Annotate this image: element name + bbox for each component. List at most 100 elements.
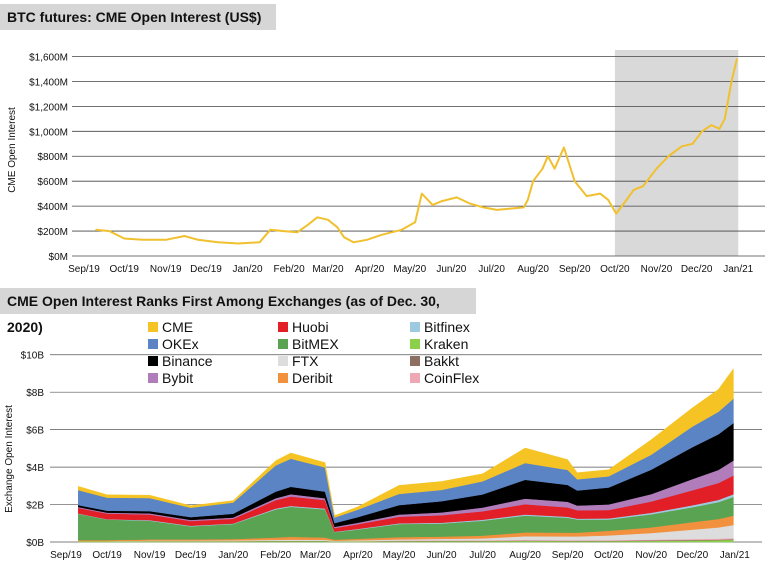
y-tick-label: $4B xyxy=(26,463,44,474)
data-point xyxy=(237,242,239,245)
legend-swatch-binance xyxy=(148,356,158,366)
data-point xyxy=(585,195,588,197)
data-point xyxy=(509,207,512,210)
x-tick-label: Sep/20 xyxy=(552,550,584,561)
x-tick-label: Jun/20 xyxy=(427,550,457,561)
y-tick-label: $1,400M xyxy=(29,77,68,88)
data-point xyxy=(724,118,726,120)
data-point xyxy=(655,167,658,170)
data-point xyxy=(469,202,471,205)
x-tick-label: Jan/20 xyxy=(218,550,248,561)
data-point xyxy=(421,192,423,195)
legend-swatch-coinflex xyxy=(410,373,420,383)
legend-label-deribit: Deribit xyxy=(292,370,333,386)
data-point xyxy=(123,237,126,240)
legend-swatch-bakkt xyxy=(410,356,420,366)
x-tick-label: Mar/20 xyxy=(300,550,332,561)
data-point xyxy=(414,221,416,224)
data-point xyxy=(164,238,167,241)
x-tick-label: Nov/19 xyxy=(150,264,182,275)
legend-label-bybit: Bybit xyxy=(162,370,193,386)
y-tick-label: $10B xyxy=(21,351,45,362)
x-tick-label: Dec/20 xyxy=(681,264,713,275)
data-point xyxy=(615,212,618,215)
data-point xyxy=(642,185,644,187)
legend-swatch-kraken xyxy=(410,339,420,349)
y-tick-label: $6B xyxy=(26,426,44,437)
area-cme xyxy=(78,368,734,518)
legend-label-okex: OKEx xyxy=(162,336,199,352)
data-point xyxy=(482,206,485,209)
x-tick-label: Dec/19 xyxy=(175,550,207,561)
y-tick-label: $1,000M xyxy=(29,127,68,138)
y-tick-label: $1,600M xyxy=(29,52,68,63)
legend-label-coinflex: CoinFlex xyxy=(424,370,479,386)
legend-label-binance: Binance xyxy=(162,353,213,369)
data-point xyxy=(607,199,609,201)
highlight-region xyxy=(614,50,739,256)
x-tick-label: Nov/20 xyxy=(641,264,673,275)
x-tick-label: Aug/20 xyxy=(517,264,549,275)
legend-swatch-bitmex xyxy=(278,339,288,349)
data-point xyxy=(681,145,683,148)
data-point xyxy=(269,229,272,231)
x-tick-label: Aug/20 xyxy=(509,550,541,561)
data-point xyxy=(691,142,694,145)
data-point xyxy=(718,128,721,130)
cme-oi-line xyxy=(96,58,738,245)
x-tick-label: Jan/21 xyxy=(723,264,753,275)
x-tick-label: Dec/19 xyxy=(190,264,222,275)
data-point xyxy=(380,234,383,236)
legend-swatch-ftx xyxy=(278,356,288,366)
legend-label-huobi: Huobi xyxy=(292,319,329,335)
legend-label-bitfinex: Bitfinex xyxy=(424,319,470,335)
data-point xyxy=(441,200,443,202)
y-tick-label: $2B xyxy=(26,501,44,512)
data-point xyxy=(400,229,403,231)
exchange-open-interest-chart: $0B $2B $4B $6B $8B $10B Sep/19 Oct/19 Nov/19 Dec… xyxy=(4,319,762,561)
data-point xyxy=(366,238,368,241)
data-point xyxy=(282,230,285,232)
y-tick-label: $0B xyxy=(26,538,44,549)
data-point xyxy=(667,155,670,158)
legend-swatch-bybit xyxy=(148,373,158,383)
y-tick-label: $1,200M xyxy=(29,102,68,113)
x-tick-label: Jul/20 xyxy=(469,550,496,561)
data-point xyxy=(541,167,544,170)
y-tick-label: $0M xyxy=(49,252,68,263)
data-point xyxy=(352,241,355,244)
top-chart-title: BTC futures: CME Open Interest (US$) xyxy=(0,4,276,30)
data-point xyxy=(95,229,97,231)
data-point xyxy=(553,167,556,170)
y-axis-title: CME Open Interest xyxy=(7,107,18,193)
data-point xyxy=(496,209,498,211)
legend-swatch-deribit xyxy=(278,373,288,383)
y-tick-label: $800M xyxy=(37,152,68,163)
legend-swatch-okex xyxy=(148,339,158,349)
data-point xyxy=(624,200,627,202)
legend-label-ftx: FTX xyxy=(292,353,319,369)
y-tick-label: $200M xyxy=(37,227,68,238)
data-point xyxy=(343,236,345,239)
legend-label-bakkt: Bakkt xyxy=(424,353,459,369)
x-tick-label: Dec/20 xyxy=(676,550,708,561)
data-point xyxy=(736,58,738,60)
y-tick-label: $600M xyxy=(37,177,68,188)
x-tick-label: Feb/20 xyxy=(274,264,306,275)
data-point xyxy=(108,230,111,232)
legend-label-cme: CME xyxy=(162,319,193,335)
data-point xyxy=(730,80,733,83)
x-tick-label: Oct/20 xyxy=(594,550,624,561)
legend-swatch-cme xyxy=(148,322,158,332)
x-tick-label: May/20 xyxy=(393,264,426,275)
x-tick-label: Sep/19 xyxy=(50,550,82,561)
x-tick-label: Oct/19 xyxy=(92,550,122,561)
x-tick-label: Jun/20 xyxy=(436,264,466,275)
data-point xyxy=(563,146,565,149)
data-point xyxy=(336,226,339,229)
x-tick-label: May/20 xyxy=(383,550,416,561)
bottom-chart-title: CME Open Interest Ranks First Among Exch… xyxy=(0,288,476,335)
data-point xyxy=(573,180,576,182)
data-point xyxy=(632,189,635,191)
x-tick-label: Sep/20 xyxy=(559,264,591,275)
